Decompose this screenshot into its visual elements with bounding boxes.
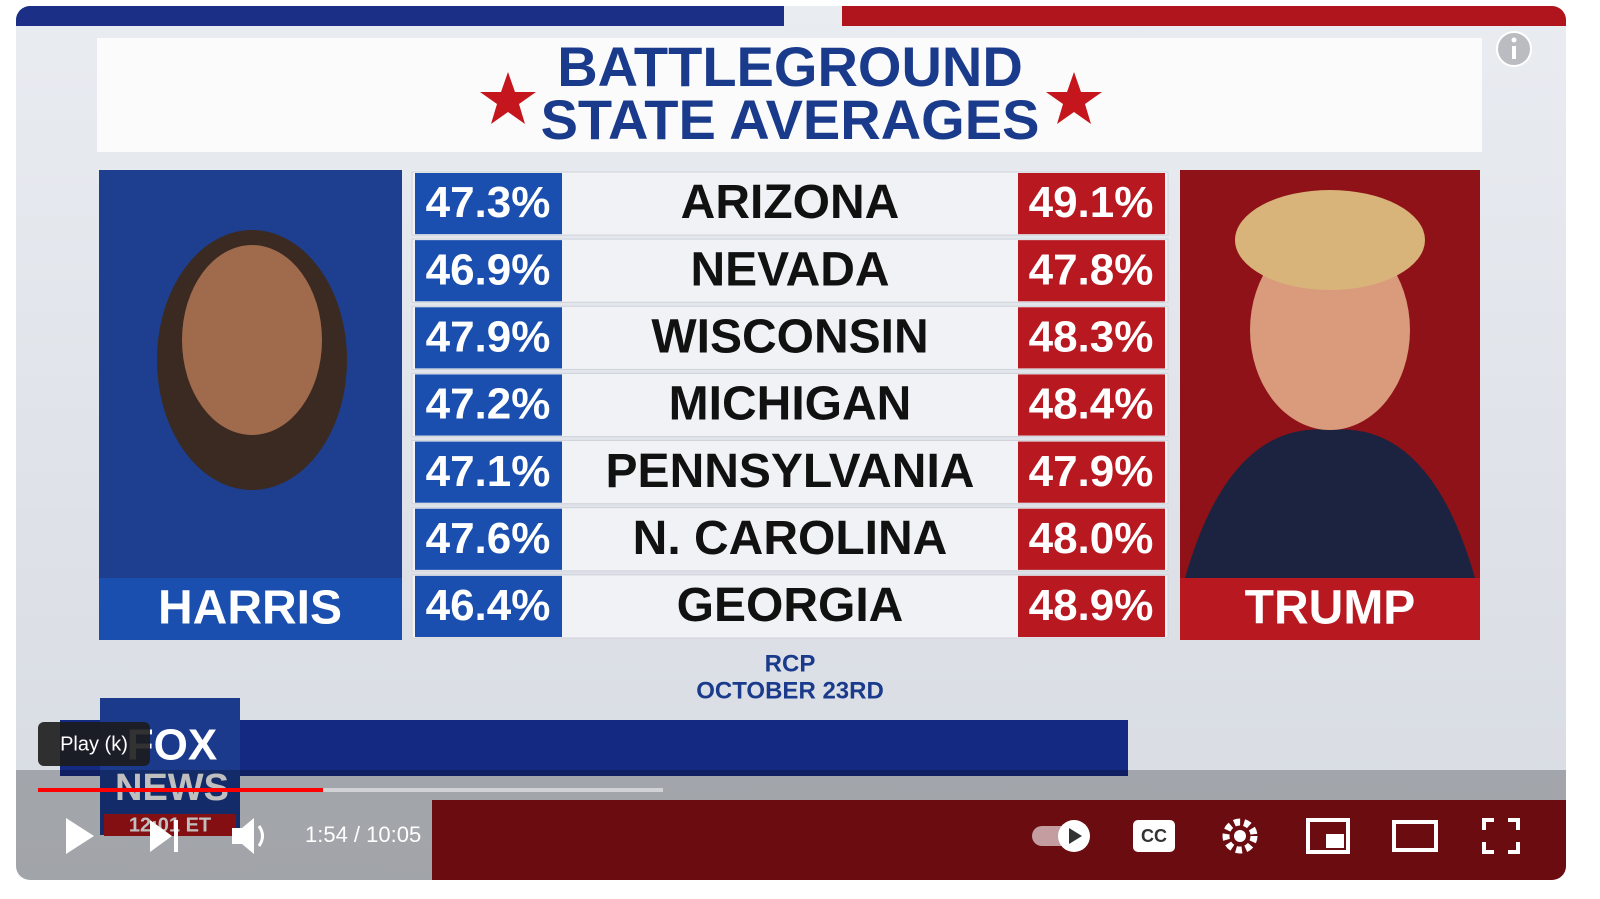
- state-name: N. CAROLINA: [633, 512, 948, 565]
- fullscreen-button[interactable]: [1482, 818, 1520, 854]
- photo-face: [182, 245, 322, 435]
- info-button[interactable]: [1496, 31, 1532, 67]
- top-bar-blue: [16, 6, 784, 26]
- video-frame: BATTLEGROUND STATE AVERAGES HARRIS TRUMP…: [16, 6, 1566, 880]
- harris-value: 47.9%: [426, 312, 551, 361]
- progress-buffer: [38, 788, 663, 792]
- logo-time-bg: [104, 814, 236, 836]
- trump-cell: [1018, 374, 1165, 436]
- harris-value: 47.1%: [426, 447, 551, 496]
- harris-cell: [415, 307, 562, 369]
- trump-value: 49.1%: [1029, 178, 1154, 227]
- theater-button[interactable]: [1392, 820, 1438, 852]
- candidate-name: HARRIS: [158, 582, 342, 635]
- state-name: PENNSYLVANIA: [606, 445, 975, 498]
- lower-bar-red: [432, 800, 1566, 880]
- progress-played[interactable]: [38, 788, 323, 792]
- time-display: 1:54 / 10:05: [305, 822, 421, 847]
- state-name: GEORGIA: [677, 579, 904, 632]
- table: 47.3% ARIZONA 49.1% 46.9% NEVADA 47.8% 47.9% WI…: [411, 171, 1169, 639]
- trump-value: 48.0%: [1029, 514, 1154, 563]
- fox-logo: [100, 698, 240, 835]
- harris-cell: [415, 441, 562, 503]
- harris-cell: [415, 575, 562, 637]
- trump-cell: [1018, 307, 1165, 369]
- next-button[interactable]: [150, 820, 178, 852]
- trump-value: 47.9%: [1029, 447, 1154, 496]
- state-name: WISCONSIN: [651, 311, 928, 364]
- cc-button[interactable]: [1133, 820, 1175, 852]
- trump-value: 48.9%: [1029, 581, 1154, 630]
- trump-label-bg: [1180, 578, 1480, 640]
- settings-button[interactable]: [1222, 818, 1258, 854]
- source: RCP: [765, 650, 816, 677]
- candidate-name: TRUMP: [1245, 582, 1416, 635]
- trump-value: 48.3%: [1029, 312, 1154, 361]
- harris-cell: [415, 374, 562, 436]
- volume-button[interactable]: [232, 818, 264, 854]
- logo-time: 12:01 ET: [129, 814, 211, 836]
- harris-cell: [415, 173, 562, 235]
- harris-value: 46.4%: [426, 581, 551, 630]
- cc-label: CC: [1141, 826, 1167, 846]
- trump-cell: [1018, 173, 1165, 235]
- harris-label-bg: [99, 578, 402, 640]
- trump-cell: [1018, 508, 1165, 570]
- state-name: NEVADA: [690, 243, 889, 296]
- top-bar-red: [842, 6, 1566, 26]
- title-line: BATTLEGROUND: [557, 35, 1023, 98]
- photo-suit: [1185, 429, 1475, 578]
- miniplayer-button[interactable]: [1306, 818, 1350, 854]
- trump-cell: [1018, 240, 1165, 302]
- harris-value: 47.3%: [426, 178, 551, 227]
- tooltip-bg: [38, 722, 150, 766]
- trump-cell: [1018, 441, 1165, 503]
- autoplay-toggle[interactable]: [1032, 820, 1090, 852]
- title-panel: [97, 38, 1482, 152]
- star: [480, 72, 536, 124]
- trump-value: 48.4%: [1029, 380, 1154, 429]
- trump-value: 47.8%: [1029, 245, 1154, 294]
- photo-hair: [1235, 190, 1425, 290]
- state-name: MICHIGAN: [669, 378, 912, 431]
- state-name: ARIZONA: [681, 176, 900, 229]
- play-button[interactable]: [66, 818, 94, 854]
- harris-cell: [415, 508, 562, 570]
- source-date: OCTOBER 23RD: [696, 677, 884, 704]
- harris-cell: [415, 240, 562, 302]
- harris-value: 46.9%: [426, 245, 551, 294]
- title-line: STATE AVERAGES: [541, 88, 1040, 151]
- trump-cell: [1018, 575, 1165, 637]
- harris-value: 47.2%: [426, 380, 551, 429]
- tooltip: Play (k): [60, 733, 128, 755]
- harris-value: 47.6%: [426, 514, 551, 563]
- star: [1046, 72, 1102, 124]
